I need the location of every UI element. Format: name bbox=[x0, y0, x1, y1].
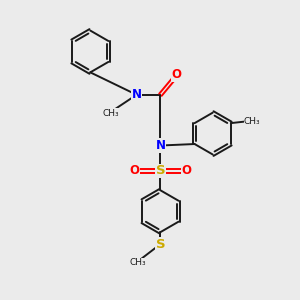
Text: CH₃: CH₃ bbox=[244, 117, 261, 126]
Text: N: N bbox=[155, 139, 166, 152]
Text: O: O bbox=[129, 164, 139, 177]
Text: CH₃: CH₃ bbox=[102, 109, 119, 118]
Text: O: O bbox=[182, 164, 192, 177]
Text: CH₃: CH₃ bbox=[130, 258, 146, 267]
Text: N: N bbox=[132, 88, 142, 101]
Text: O: O bbox=[172, 68, 182, 81]
Text: S: S bbox=[156, 238, 165, 250]
Text: S: S bbox=[156, 164, 165, 177]
